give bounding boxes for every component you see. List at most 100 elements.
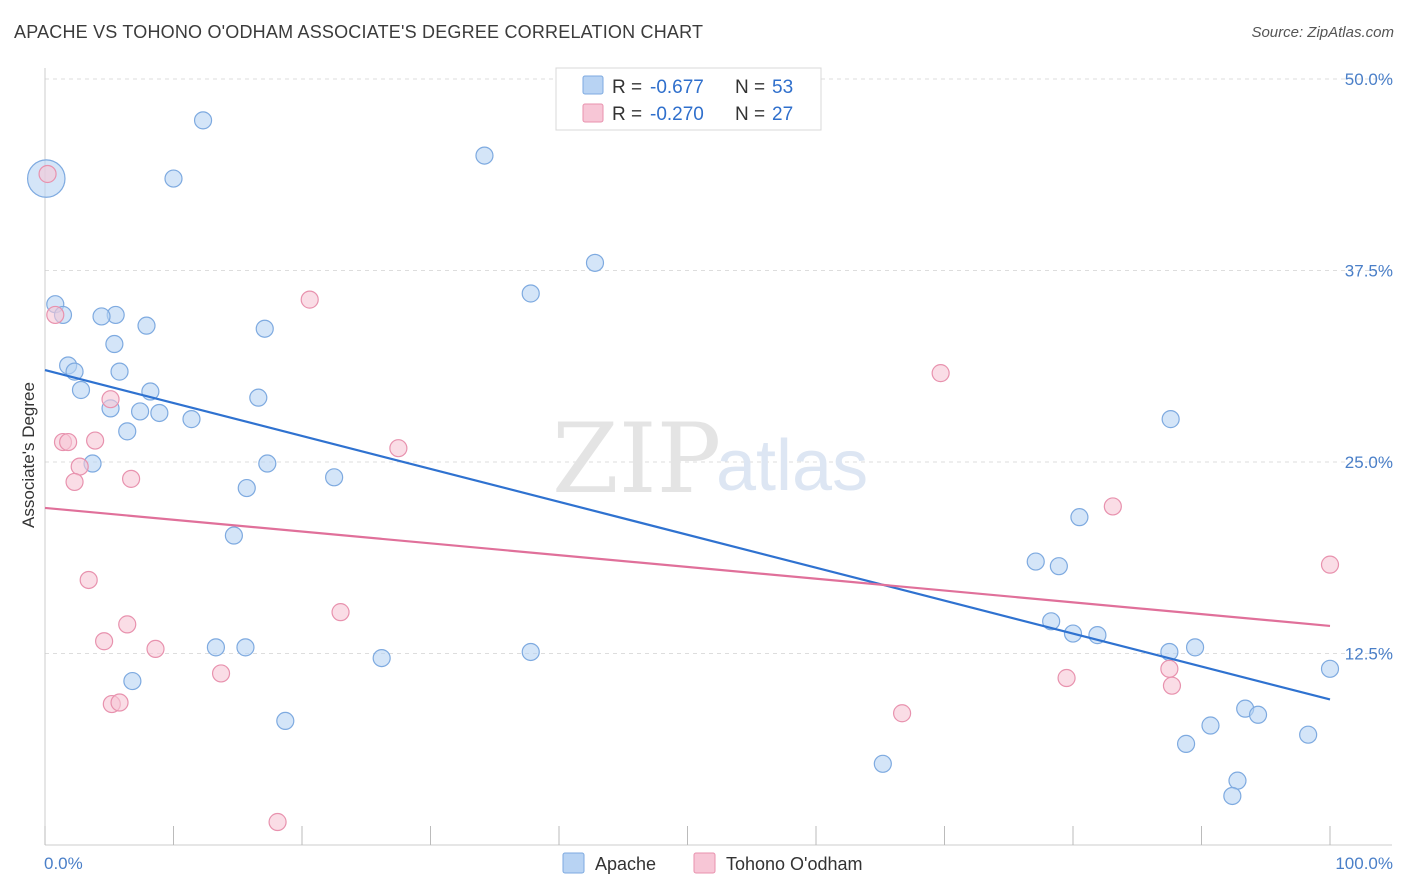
y-tick-label-1: 25.0% [1345, 453, 1393, 472]
point-tohono-17 [95, 632, 114, 651]
y-tick-label-3: 50.0% [1345, 70, 1393, 89]
watermark: ZIP atlas [552, 403, 868, 515]
trend-line-tohono [44, 506, 1331, 628]
point-apache-31 [1026, 552, 1045, 571]
legend-r-value-apache: -0.677 [650, 77, 704, 98]
point-tohono-12 [1103, 497, 1122, 516]
point-apache-41 [1185, 638, 1205, 657]
point-tohono-8 [389, 439, 408, 458]
point-apache-42 [123, 671, 142, 691]
x-tick-label-1: 100.0% [1335, 854, 1393, 873]
y-tick-label-2: 37.5% [1345, 262, 1393, 281]
source-label: Source: ZipAtlas.com [1251, 24, 1394, 41]
point-apache-3 [475, 146, 494, 165]
point-apache-43 [1320, 659, 1340, 678]
watermark-atlas: atlas [716, 426, 868, 506]
legend-swatch-tohono [582, 103, 604, 123]
point-apache-18 [249, 388, 268, 407]
bottom-legend-apache: Apache [595, 854, 656, 874]
point-apache-24 [1161, 410, 1180, 429]
x-tick-label-0: 0.0% [44, 854, 83, 873]
point-apache-33 [1042, 612, 1061, 631]
x-tick-labels: 0.0% 100.0% [44, 854, 1393, 873]
point-apache-30 [1070, 508, 1089, 527]
point-apache-52 [1223, 786, 1242, 806]
bottom-legend-swatch-apache [562, 852, 585, 874]
point-tohono-21 [1057, 668, 1076, 688]
point-apache-38 [372, 648, 391, 668]
point-apache-29 [224, 526, 243, 545]
point-apache-4 [585, 253, 605, 272]
legend-n-value-apache: 53 [772, 77, 793, 98]
point-apache-1 [193, 111, 213, 130]
bottom-legend-swatch-tohono [693, 852, 716, 874]
chart-title: APACHE VS TOHONO O'ODHAM ASSOCIATE'S DEG… [14, 22, 704, 42]
trend-lines [44, 369, 1331, 701]
point-apache-11 [255, 319, 274, 338]
legend-r-label-apache: R = [612, 77, 642, 98]
point-apache-49 [1299, 725, 1318, 744]
point-tohono-1 [46, 305, 65, 325]
point-apache-28 [237, 478, 256, 498]
point-tohono-14 [79, 570, 98, 590]
y-tick-labels: 12.5% 25.0% 37.5% 50.0% [1345, 70, 1393, 664]
point-tohono-10 [65, 472, 84, 492]
point-tohono-7 [86, 431, 105, 450]
legend-n-label-apache: N = [735, 77, 765, 98]
point-tohono-22 [1162, 676, 1182, 695]
correlation-legend: R = -0.677 N = 53 R = -0.270 N = 27 [555, 67, 822, 131]
point-apache-21 [150, 403, 169, 423]
point-tohono-20 [1160, 659, 1179, 678]
legend-swatch-apache [582, 75, 604, 95]
point-apache-26 [258, 454, 277, 473]
point-apache-15 [110, 362, 129, 381]
legend-n-label-tohono: N = [735, 104, 765, 125]
point-tohono-2 [300, 290, 319, 309]
point-tohono-0 [38, 164, 57, 184]
point-apache-48 [1176, 734, 1196, 753]
point-apache-46 [1248, 705, 1268, 724]
point-apache-12 [105, 334, 124, 354]
point-apache-44 [276, 711, 295, 731]
point-tohono-11 [121, 469, 141, 488]
data-points [26, 111, 1340, 832]
watermark-zip: ZIP [552, 403, 721, 515]
legend-r-value-tohono: -0.270 [650, 104, 704, 125]
point-tohono-6 [59, 432, 78, 452]
y-tick-label-0: 12.5% [1345, 645, 1393, 664]
point-apache-2 [164, 169, 183, 188]
point-tohono-16 [118, 615, 137, 634]
point-tohono-18 [146, 639, 165, 659]
point-apache-16 [71, 380, 91, 400]
y-axis-label: Associate's Degree [19, 382, 38, 528]
point-apache-9 [92, 307, 111, 326]
legend-n-value-tohono: 27 [772, 104, 793, 125]
point-apache-50 [873, 754, 892, 773]
point-apache-27 [325, 468, 344, 487]
point-apache-32 [1049, 557, 1068, 576]
point-apache-10 [137, 316, 156, 335]
bottom-legend-tohono: Tohono O'odham [726, 854, 863, 874]
point-tohono-13 [1320, 555, 1340, 574]
point-tohono-15 [331, 603, 350, 622]
point-apache-5 [521, 284, 540, 303]
trend-line-apache [44, 369, 1331, 701]
legend-r-label-tohono: R = [612, 104, 642, 125]
point-tohono-26 [268, 812, 287, 832]
point-apache-23 [118, 422, 137, 441]
point-tohono-4 [101, 390, 120, 409]
point-apache-20 [130, 402, 150, 421]
grid-lines [45, 78, 1392, 654]
point-apache-47 [1201, 716, 1220, 735]
point-tohono-25 [892, 704, 912, 723]
axes [44, 68, 1392, 846]
point-tohono-9 [70, 457, 89, 476]
point-tohono-24 [110, 693, 129, 712]
point-apache-36 [206, 638, 226, 657]
point-tohono-19 [211, 664, 231, 683]
point-apache-22 [182, 410, 201, 429]
series-legend: Apache Tohono O'odham [562, 852, 863, 874]
point-apache-37 [236, 638, 255, 657]
point-apache-51 [1228, 771, 1247, 790]
